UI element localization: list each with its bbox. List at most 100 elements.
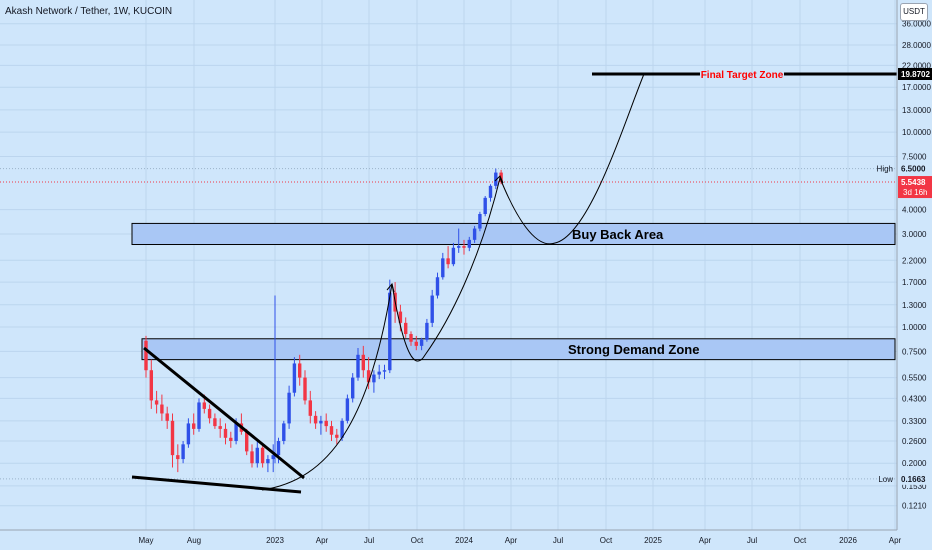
candle-body <box>176 455 180 460</box>
candle-body <box>218 426 222 429</box>
candle-body <box>329 426 334 435</box>
price-label-box <box>898 176 932 199</box>
time-tick-label: Aug <box>187 536 201 545</box>
candle-body <box>287 392 291 424</box>
candle-body <box>181 444 185 460</box>
candle-body <box>340 420 344 438</box>
candle-body <box>250 451 254 464</box>
candle-body <box>303 377 307 401</box>
price-label-value: 5.5438 <box>901 178 926 187</box>
candle-body <box>388 292 392 371</box>
candle-body <box>170 420 175 456</box>
price-axis[interactable]: 36.0000 28.0000 22.0000 17.0000 13.0000 10.00… <box>877 0 932 530</box>
candle-body <box>372 374 376 383</box>
candle-body <box>377 371 381 375</box>
candle-body <box>382 370 387 372</box>
time-tick-label: Apr <box>889 536 902 545</box>
price-tick-label: 1.3000 <box>902 301 927 310</box>
candle-body <box>266 459 270 464</box>
price-tick-label: 7.5000 <box>902 152 927 161</box>
price-tick-label: 0.3300 <box>902 417 927 426</box>
time-tick-label: Oct <box>794 536 807 545</box>
price-tick-label: 4.0000 <box>902 206 927 215</box>
price-label-name: Low <box>878 475 893 484</box>
time-tick-label: Oct <box>600 536 613 545</box>
candle-body <box>154 400 159 405</box>
price-tick-label: 0.2600 <box>902 437 927 446</box>
candle-body <box>345 398 350 421</box>
time-tick-label: 2024 <box>455 536 473 545</box>
candle-body <box>245 431 249 452</box>
candles <box>144 168 503 473</box>
projection-curve[interactable] <box>261 73 645 491</box>
candle-body <box>308 400 312 416</box>
time-tick-label: May <box>138 536 153 545</box>
candle-body <box>213 418 217 427</box>
candle-body <box>425 322 429 340</box>
candle-body <box>335 434 339 438</box>
price-tick-label: 1.0000 <box>902 323 927 332</box>
support-trendline[interactable] <box>131 475 302 494</box>
candle-body <box>144 340 148 371</box>
candle-body <box>282 423 286 441</box>
candle-body <box>419 339 424 346</box>
time-tick-label: Oct <box>411 536 424 545</box>
price-tick-label: 0.7500 <box>902 347 927 356</box>
candle-body <box>313 415 318 424</box>
candle-body <box>202 402 206 409</box>
candle-body <box>435 277 440 296</box>
candle-body <box>483 197 487 215</box>
price-tick-label: 36.0000 <box>902 20 931 29</box>
price-tick-label: 1.7000 <box>902 278 927 287</box>
candle-body <box>324 420 328 427</box>
candle-body <box>414 341 418 346</box>
candle-body <box>366 370 371 383</box>
candle-body <box>160 404 164 414</box>
price-tick-label: 0.2000 <box>902 459 927 468</box>
candle-body <box>351 377 355 399</box>
candle-body <box>207 408 212 419</box>
time-tick-label: 2026 <box>839 536 857 545</box>
descending-trendline[interactable] <box>143 346 305 480</box>
price-tick-label: 22.0000 <box>902 61 931 70</box>
candle-body <box>488 185 493 198</box>
candle-body <box>319 420 323 424</box>
candle-body <box>260 447 265 464</box>
candle-body <box>457 246 461 248</box>
currency-button[interactable]: USDT <box>900 3 928 21</box>
candle-body <box>478 214 482 229</box>
time-axis[interactable]: May Aug 2023 Apr Jul Oct 2024 Apr Jul Oct 2025 Apr J… <box>0 529 902 545</box>
arrowhead-top <box>494 175 504 184</box>
candle-body <box>451 247 456 265</box>
strong-demand-zone[interactable] <box>141 338 896 361</box>
price-tick-label: 0.1210 <box>902 502 927 511</box>
price-tick-label: 0.4300 <box>902 394 927 403</box>
candle-body <box>271 455 275 460</box>
buy-back-area-zone[interactable] <box>131 222 896 246</box>
candle-body <box>356 354 360 378</box>
candle-body <box>234 423 238 441</box>
candle-body <box>292 363 297 393</box>
price-tick-label: 0.5500 <box>902 374 927 383</box>
arrowhead-mid <box>386 282 395 293</box>
candle-body <box>409 334 413 342</box>
candle-body <box>255 447 259 464</box>
candle-body <box>494 172 498 186</box>
time-tick-label: Apr <box>316 536 329 545</box>
time-tick-label: Jul <box>553 536 563 545</box>
symbol-title: Akash Network / Tether, 1W, KUCOIN <box>5 6 173 17</box>
price-label-box <box>898 162 932 175</box>
candle-body <box>404 322 408 335</box>
price-label-name: High <box>877 165 893 174</box>
price-tick-label: 13.0000 <box>902 106 931 115</box>
price-label-value: 19.8702 <box>901 70 930 79</box>
candle-body <box>441 258 445 278</box>
price-tick-label: 0.1530 <box>902 482 927 491</box>
final-target-zone-label: Final Target Zone <box>701 70 784 81</box>
time-tick-label: Jul <box>747 536 757 545</box>
candle-body <box>430 295 434 323</box>
candle-body <box>462 246 466 248</box>
price-label-value: 0.1663 <box>901 475 926 484</box>
price-tick-label: 3.0000 <box>902 230 927 239</box>
